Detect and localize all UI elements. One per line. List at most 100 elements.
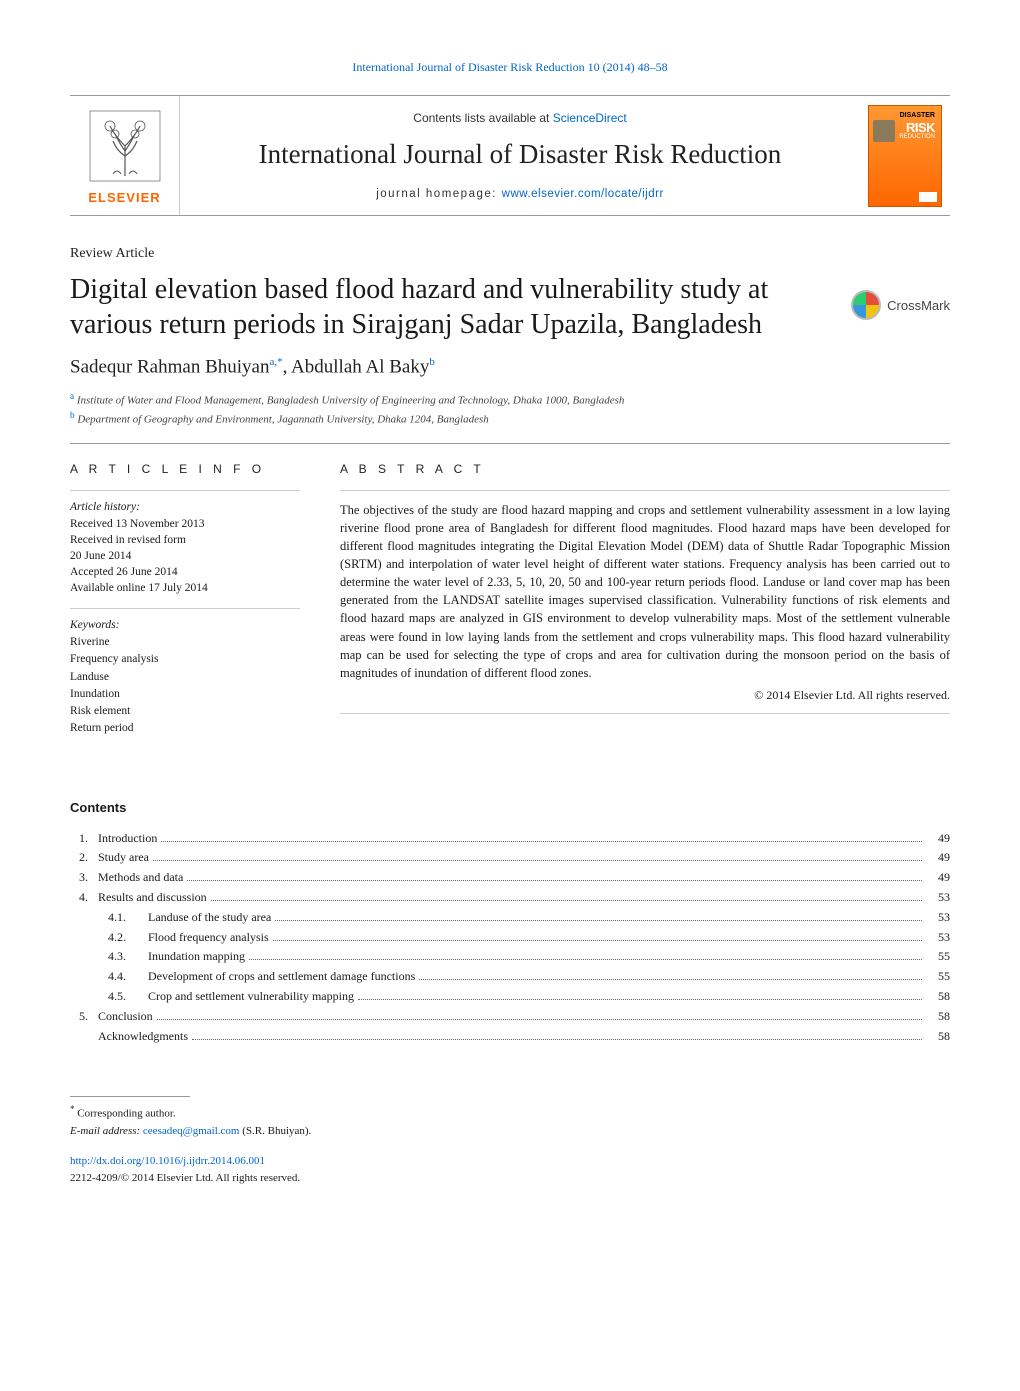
toc-label: Crop and settlement vulnerability mappin…	[148, 987, 354, 1007]
email-suffix: (S.R. Bhuiyan).	[239, 1125, 311, 1137]
toc-page: 58	[926, 1007, 950, 1027]
crossmark-widget[interactable]: CrossMark	[851, 290, 950, 320]
toc-num: 3.	[70, 868, 98, 888]
corresponding-author-note: * Corresponding author.	[70, 1103, 950, 1122]
author-1[interactable]: Sadequr Rahman Bhuiyan	[70, 356, 269, 377]
article-info-column: A R T I C L E I N F O Article history: R…	[70, 462, 300, 750]
toc-label: Conclusion	[98, 1007, 153, 1027]
toc-dots	[161, 841, 922, 842]
toc-row[interactable]: 4.2.Flood frequency analysis 53	[70, 928, 950, 948]
table-of-contents: 1.Introduction492.Study area493.Methods …	[70, 829, 950, 1047]
article-type: Review Article	[70, 246, 950, 262]
keyword-5: Return period	[70, 720, 300, 737]
keyword-1: Frequency analysis	[70, 651, 300, 668]
toc-dots	[249, 959, 922, 960]
abstract-copyright: © 2014 Elsevier Ltd. All rights reserved…	[340, 688, 950, 703]
toc-dots	[157, 1019, 922, 1020]
toc-row[interactable]: 4.5.Crop and settlement vulnerability ma…	[70, 987, 950, 1007]
toc-row[interactable]: 4.1.Landuse of the study area 53	[70, 908, 950, 928]
toc-page: 49	[926, 848, 950, 868]
divider	[70, 443, 950, 444]
history-2: 20 June 2014	[70, 548, 300, 564]
affiliation-b: Department of Geography and Environment,…	[77, 414, 488, 426]
masthead: ELSEVIER Contents lists available at Sci…	[70, 95, 950, 216]
history-1: Received in revised form	[70, 532, 300, 548]
email-line: E-mail address: ceesadeq@gmail.com (S.R.…	[70, 1123, 950, 1140]
publisher-name: ELSEVIER	[88, 190, 160, 205]
toc-label: Development of crops and settlement dama…	[148, 967, 415, 987]
contents-heading: Contents	[70, 800, 950, 815]
authors-line: Sadequr Rahman Bhuiyana,*, Abdullah Al B…	[70, 356, 950, 378]
toc-num: 2.	[70, 848, 98, 868]
toc-row[interactable]: 1.Introduction 49	[70, 829, 950, 849]
toc-subnum: 4.1.	[108, 908, 148, 928]
toc-page: 53	[926, 888, 950, 908]
cover-image: DISASTER RISK REDUCTION	[868, 105, 942, 207]
toc-dots	[358, 999, 922, 1000]
toc-dots	[187, 880, 922, 881]
journal-homepage-line: journal homepage: www.elsevier.com/locat…	[200, 188, 840, 200]
toc-row[interactable]: Acknowledgments58	[70, 1027, 950, 1047]
toc-subnum: 4.2.	[108, 928, 148, 948]
email-label: E-mail address:	[70, 1125, 143, 1137]
toc-subnum: 4.4.	[108, 967, 148, 987]
affiliation-a: Institute of Water and Flood Management,…	[77, 395, 625, 407]
toc-row[interactable]: 4.3.Inundation mapping55	[70, 947, 950, 967]
toc-dots	[419, 979, 922, 980]
toc-num: 4.	[70, 888, 98, 908]
affiliations: a Institute of Water and Flood Managemen…	[70, 390, 950, 428]
contents-prefix: Contents lists available at	[413, 111, 552, 125]
publisher-logo[interactable]: ELSEVIER	[70, 96, 180, 215]
toc-dots	[211, 900, 922, 901]
journal-cover-thumb[interactable]: DISASTER RISK REDUCTION	[860, 96, 950, 215]
homepage-prefix: journal homepage:	[376, 188, 501, 200]
toc-label: Acknowledgments	[98, 1027, 188, 1047]
author-2[interactable]: , Abdullah Al Baky	[283, 356, 430, 377]
toc-label: Flood frequency analysis	[148, 928, 269, 948]
toc-page: 49	[926, 829, 950, 849]
author-2-sup[interactable]: b	[429, 356, 435, 368]
toc-row[interactable]: 5.Conclusion58	[70, 1007, 950, 1027]
homepage-link[interactable]: www.elsevier.com/locate/ijdrr	[502, 188, 664, 200]
toc-label: Methods and data	[98, 868, 183, 888]
masthead-center: Contents lists available at ScienceDirec…	[180, 96, 860, 215]
toc-page: 53	[926, 928, 950, 948]
asterisk-icon: *	[70, 1104, 75, 1114]
keyword-0: Riverine	[70, 634, 300, 651]
contents-available-line: Contents lists available at ScienceDirec…	[200, 111, 840, 125]
elsevier-tree-icon	[85, 106, 165, 186]
keyword-4: Risk element	[70, 703, 300, 720]
issn-copyright: 2212-4209/© 2014 Elsevier Ltd. All right…	[70, 1172, 300, 1184]
toc-page: 58	[926, 987, 950, 1007]
keywords-label: Keywords:	[70, 619, 300, 631]
toc-label: Results and discussion	[98, 888, 207, 908]
toc-page: 53	[926, 908, 950, 928]
toc-row[interactable]: 3.Methods and data 49	[70, 868, 950, 888]
toc-dots	[192, 1039, 922, 1040]
journal-name: International Journal of Disaster Risk R…	[200, 139, 840, 170]
doi-link[interactable]: http://dx.doi.org/10.1016/j.ijdrr.2014.0…	[70, 1155, 265, 1167]
toc-subnum: 4.5.	[108, 987, 148, 1007]
toc-page: 55	[926, 967, 950, 987]
toc-page: 49	[926, 868, 950, 888]
toc-page: 55	[926, 947, 950, 967]
toc-num: 1.	[70, 829, 98, 849]
toc-label: Landuse of the study area	[148, 908, 271, 928]
toc-label: Introduction	[98, 829, 157, 849]
email-link[interactable]: ceesadeq@gmail.com	[143, 1125, 240, 1137]
corr-label: Corresponding author.	[77, 1108, 175, 1120]
history-3: Accepted 26 June 2014	[70, 564, 300, 580]
header-citation[interactable]: International Journal of Disaster Risk R…	[70, 60, 950, 75]
article-history-label: Article history:	[70, 501, 300, 513]
toc-row[interactable]: 4.4.Development of crops and settlement …	[70, 967, 950, 987]
sciencedirect-link[interactable]: ScienceDirect	[553, 111, 627, 125]
abstract-column: A B S T R A C T The objectives of the st…	[340, 462, 950, 750]
footnote-divider	[70, 1096, 190, 1097]
toc-row[interactable]: 4.Results and discussion 53	[70, 888, 950, 908]
toc-dots	[153, 860, 922, 861]
article-info-heading: A R T I C L E I N F O	[70, 462, 300, 476]
toc-row[interactable]: 2.Study area 49	[70, 848, 950, 868]
author-1-sup[interactable]: a,*	[269, 356, 282, 368]
toc-label: Study area	[98, 848, 149, 868]
keyword-2: Landuse	[70, 669, 300, 686]
